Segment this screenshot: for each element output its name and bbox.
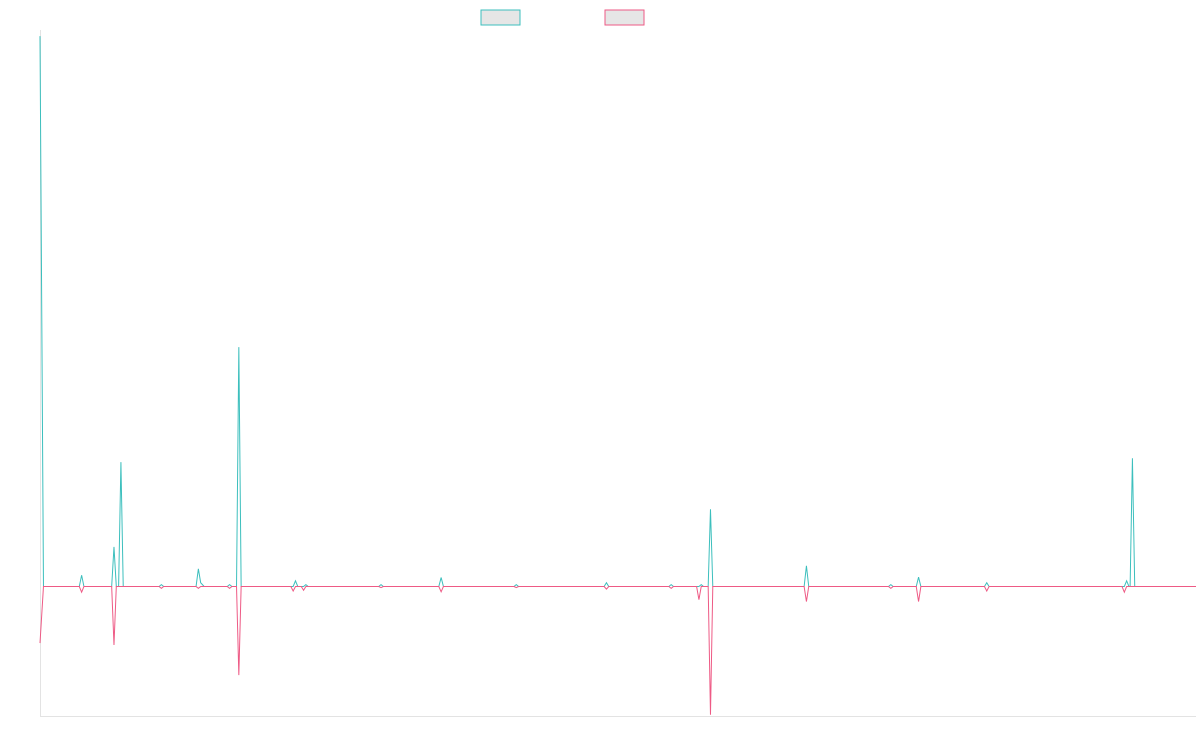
legend-swatch-series-a[interactable] bbox=[480, 9, 521, 26]
legend bbox=[480, 9, 645, 26]
plot-area bbox=[39, 30, 1196, 717]
series-layer bbox=[39, 36, 1196, 715]
legend-swatch-series-b[interactable] bbox=[604, 9, 645, 26]
line-series-b bbox=[39, 586, 1196, 715]
line-series-a bbox=[39, 36, 1196, 587]
